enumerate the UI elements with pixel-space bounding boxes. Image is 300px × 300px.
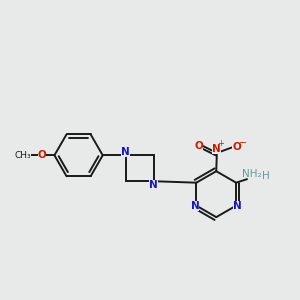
Text: H: H <box>262 171 270 181</box>
Text: O: O <box>232 142 241 152</box>
Text: −: − <box>239 138 247 148</box>
Text: +: + <box>217 139 224 148</box>
Text: N: N <box>212 144 221 154</box>
Text: NH₂: NH₂ <box>242 169 261 179</box>
Text: N: N <box>233 201 242 211</box>
Text: N: N <box>190 201 199 211</box>
Text: N: N <box>121 147 130 157</box>
Text: CH₃: CH₃ <box>14 151 31 160</box>
Text: O: O <box>194 141 203 151</box>
Text: O: O <box>38 150 46 160</box>
Text: N: N <box>149 180 158 190</box>
